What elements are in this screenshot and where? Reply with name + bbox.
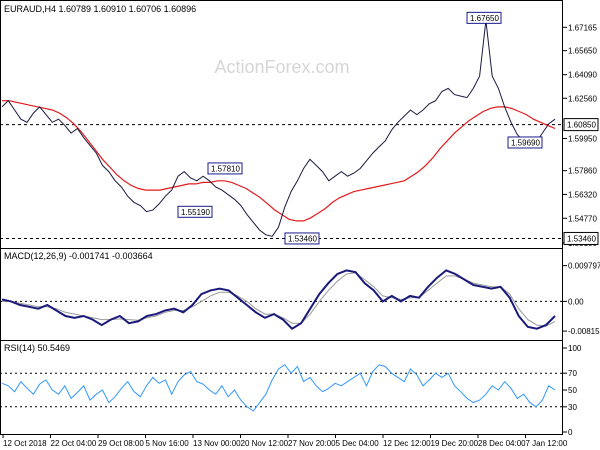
annotation-label: 1.55190 [181,208,210,217]
rsi-tick-label: 30 [568,403,577,412]
time-tick-label: 28 Dec 04:00 [478,439,526,448]
symbol-header: EURAUD,H4 1.60789 1.60910 1.60706 1.6089… [4,4,196,14]
time-tick-label: 5 Dec 04:00 [336,439,380,448]
macd-line [1,269,556,330]
moving-average-line [2,100,556,222]
annotation-box [207,162,243,175]
support-price-box [563,231,599,245]
price-tick-label: 1.65650 [568,47,597,56]
annotation-label: 1.59690 [511,138,540,147]
time-tick-label: 12 Oct 2018 [3,439,47,448]
price-line [1,20,556,237]
time-tick-label: 13 Nov 00:00 [193,439,241,448]
annotation-label: 1.67650 [470,14,499,23]
current-price-box-label: 1.60850 [567,121,596,130]
macd-label: MACD(12,26,9) -0.001741 -0.003664 [4,251,153,261]
annotation-box [177,205,213,218]
time-tick-label: 12 Dec 12:00 [383,439,431,448]
rsi-series [1,364,556,412]
time-tick-label: 22 Oct 04:00 [51,439,97,448]
price-annotations: 1.67650 1.57810 1.55190 1.53460 1.59690 [177,11,543,245]
macd-series [1,269,556,330]
annotation-box [284,232,320,245]
rsi-tick-label: 0 [568,428,573,437]
price-tick-label: 1.56320 [568,190,597,199]
rsi-tick-label: 50 [568,386,577,395]
rsi-tick-label: 100 [568,344,582,353]
macd-tick-label: 0.009797 [568,262,600,271]
annotation-label: 1.57810 [211,164,240,173]
time-axis: 12 Oct 2018 22 Oct 04:00 29 Oct 08:00 5 Nov… [2,434,568,448]
watermark-text: ActionForex.com [214,57,349,77]
time-tick-label: 19 Dec 20:00 [431,439,479,448]
annotation-box [466,11,502,24]
price-tick-label: 1.67165 [568,23,597,32]
price-series [1,20,556,237]
rsi-line [1,364,556,412]
price-tick-label: 1.64090 [568,71,597,80]
price-axis: 1.67165 1.65650 1.64090 1.62560 1.59950 1.578… [0,23,599,248]
price-tick-label: 1.57860 [568,167,597,176]
price-tick-label: 1.59950 [568,134,597,143]
annotation-label: 1.53460 [288,234,317,243]
price-tick-label: 1.62560 [568,94,597,103]
rsi-label: RSI(14) 50.5469 [4,343,70,353]
rsi-axis: 100 70 50 30 0 [0,344,582,437]
macd-tick-label: -0.008152 [568,327,600,336]
current-price-box [563,118,599,132]
macd-axis: 0.009797 0.00 -0.008152 [0,262,600,336]
annotation-box [507,136,543,149]
time-tick-label: 27 Nov 20:00 [288,439,336,448]
price-tick-label: 1.54770 [568,214,597,223]
macd-tick-label: 0.00 [568,297,584,306]
rsi-tick-label: 70 [568,369,577,378]
time-tick-label: 20 Nov 12:00 [241,439,289,448]
time-tick-label: 7 Jan 12:00 [526,439,568,448]
time-tick-label: 29 Oct 08:00 [98,439,144,448]
time-tick-label: 5 Nov 16:00 [146,439,190,448]
support-price-box-label: 1.53460 [567,234,596,243]
